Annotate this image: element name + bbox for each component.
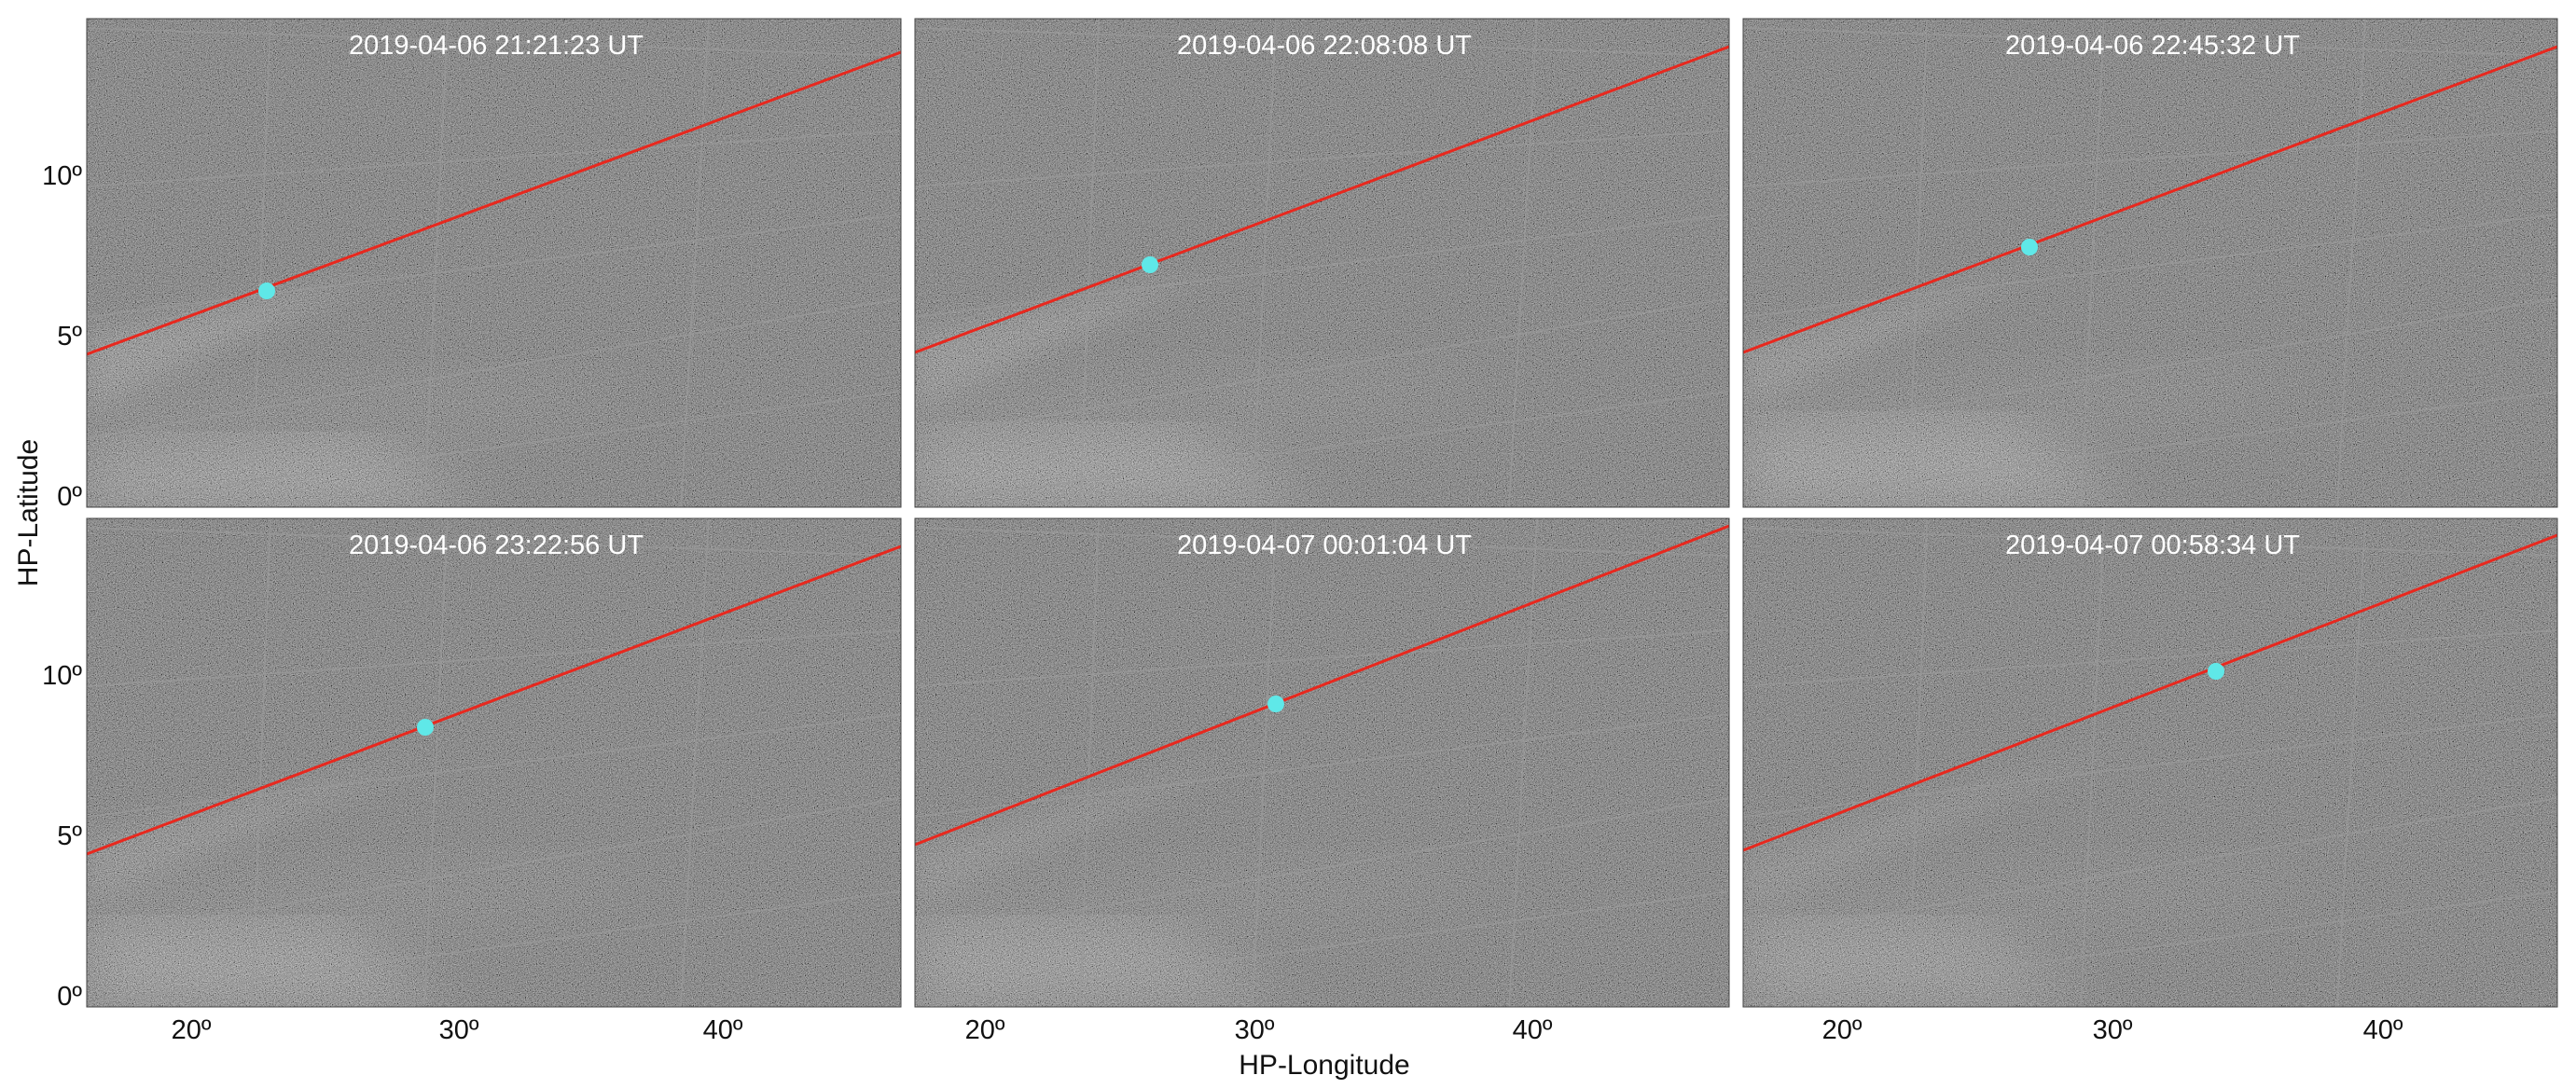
panel-title: 2019-04-07 00:01:04 UT [1177, 531, 1472, 560]
y-tick-label: 10º [42, 161, 82, 191]
x-tick-label: 30º [1235, 1015, 1275, 1045]
panel-frame [1742, 18, 2558, 508]
panel-frame [914, 517, 1730, 1008]
x-tick-label: 40º [2363, 1015, 2403, 1045]
coordinate-grid [915, 19, 1729, 507]
noise-texture [87, 19, 901, 507]
panel-title: 2019-04-06 21:21:23 UT [349, 31, 644, 61]
track-line [915, 524, 1729, 847]
coordinate-grid [915, 518, 1729, 1007]
panel-3: 2019-04-06 22:45:32 UT [1743, 19, 2557, 507]
feature-marker [417, 719, 434, 736]
x-tick-label: 20º [965, 1015, 1005, 1045]
panel-frame [86, 517, 902, 1008]
y-tick-label: 5º [57, 322, 82, 352]
noise-texture [1743, 518, 2557, 1007]
track-line [1743, 45, 2557, 354]
noise-texture [915, 19, 1729, 507]
panel-frame [86, 18, 902, 508]
panel-title: 2019-04-06 22:08:08 UT [1177, 31, 1472, 61]
x-tick-label: 30º [439, 1015, 479, 1045]
y-tick-label: 10º [42, 661, 82, 691]
panel-5: 2019-04-07 00:01:04 UT [915, 518, 1729, 1007]
x-tick-label: 20º [1822, 1015, 1863, 1045]
x-tick-label: 40º [1513, 1015, 1553, 1045]
coordinate-grid [87, 518, 901, 1007]
track-line [915, 45, 1729, 354]
x-axis-label: HP-Longitude [1239, 1050, 1409, 1081]
panel-1: 2019-04-06 21:21:23 UT [87, 19, 901, 507]
x-tick-label: 20º [172, 1015, 212, 1045]
panel-4: 2019-04-06 23:22:56 UT [87, 518, 901, 1007]
noise-texture [87, 518, 901, 1007]
panel-6: 2019-04-07 00:58:34 UT [1743, 518, 2557, 1007]
y-tick-label: 5º [57, 821, 82, 851]
panel-frame [914, 18, 1730, 508]
noise-texture [915, 518, 1729, 1007]
coordinate-grid [1743, 518, 2557, 1007]
feature-marker [1267, 696, 1284, 712]
x-tick-label: 30º [2093, 1015, 2133, 1045]
x-tick-label: 40º [703, 1015, 743, 1045]
y-tick-label: 0º [57, 482, 82, 512]
noise-texture [1743, 19, 2557, 507]
feature-marker [258, 283, 275, 299]
panel-title: 2019-04-07 00:58:34 UT [2005, 531, 2300, 560]
track-line [87, 50, 901, 356]
track-line [1743, 533, 2557, 852]
y-axis-label: HP-Latitude [13, 439, 44, 586]
panel-title: 2019-04-06 22:45:32 UT [2005, 31, 2300, 61]
coordinate-grid [1743, 19, 2557, 507]
panel-frame [1742, 517, 2558, 1008]
panel-2: 2019-04-06 22:08:08 UT [915, 19, 1729, 507]
panel-title: 2019-04-06 23:22:56 UT [349, 531, 644, 560]
y-tick-label: 0º [57, 982, 82, 1012]
track-line [87, 544, 901, 856]
coordinate-grid [87, 19, 901, 507]
feature-marker [1142, 256, 1158, 273]
feature-marker [2021, 239, 2038, 255]
feature-marker [2208, 663, 2224, 680]
